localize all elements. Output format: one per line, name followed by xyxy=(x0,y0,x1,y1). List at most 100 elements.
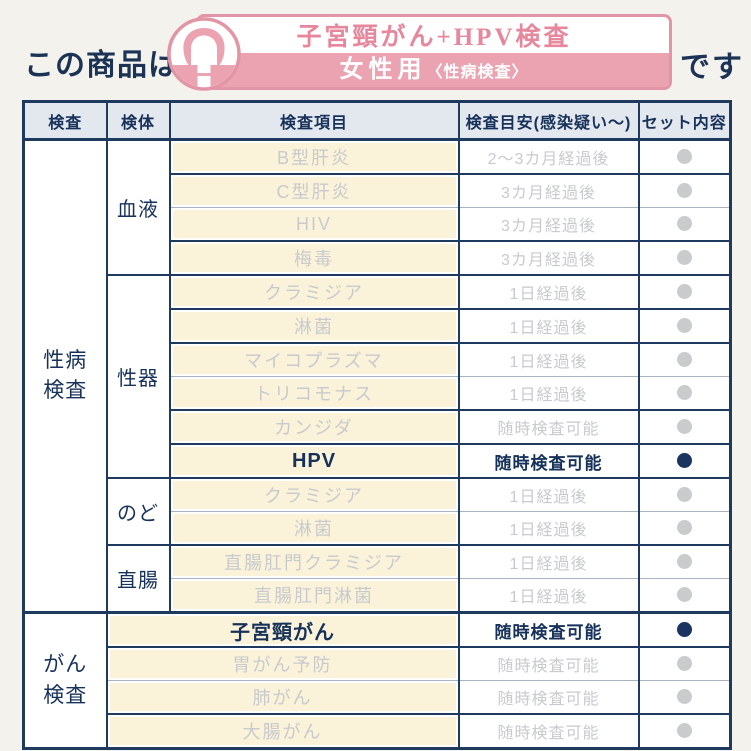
set-indicator-cell xyxy=(637,444,732,479)
timing-cell: 1日経過後 xyxy=(457,376,640,411)
timing-cell: 2〜3カ月経過後 xyxy=(457,139,640,175)
timing-cell: 1日経過後 xyxy=(457,309,640,344)
table-row: トリコモナス 1日経過後 xyxy=(24,376,732,411)
timing-cell: 随時検査可能 xyxy=(457,611,640,648)
item-highlight-band: C型肝炎 xyxy=(172,177,456,205)
col-header-timing: 検査目安(感染疑い〜) xyxy=(457,101,640,141)
item-highlight-band: 梅毒 xyxy=(172,244,456,272)
set-indicator-cell xyxy=(637,376,732,411)
test-item-cell: クラミジア xyxy=(168,275,460,310)
test-spec-table: 検査 検体 検査項目 検査目安(感染疑い〜) セット内容 性病 検査 血液 B型肝炎 2… xyxy=(22,100,732,750)
specimen-cell: のど xyxy=(105,478,171,546)
item-highlight-band: マイコプラズマ xyxy=(172,346,456,374)
timing-cell: 1日経過後 xyxy=(457,275,640,310)
set-indicator-cell xyxy=(637,714,732,750)
category-line: 検査 xyxy=(43,683,88,707)
item-highlight-band: カンジダ xyxy=(172,413,456,441)
badge-subtitle-sub: 〈性病検査〉 xyxy=(426,64,529,81)
item-highlight-band: クラミジア xyxy=(172,481,456,509)
timing-cell: 1日経過後 xyxy=(457,545,640,579)
excluded-dot xyxy=(676,149,692,165)
timing-cell: 1日経過後 xyxy=(457,343,640,377)
set-indicator-cell xyxy=(637,511,732,546)
set-indicator-cell xyxy=(637,309,732,344)
timing-cell: 随時検査可能 xyxy=(457,647,640,681)
test-item-cell: カンジダ xyxy=(168,410,460,445)
col-header-test: 検査 xyxy=(22,101,108,141)
set-indicator-cell xyxy=(637,647,732,681)
excluded-dot xyxy=(676,723,692,739)
item-highlight-band: 直腸肛門クラミジア xyxy=(172,548,456,576)
item-highlight-band: 胃がん予防 xyxy=(109,650,456,678)
product-badge: 子宮頸がん+HPV検査 女性用 〈性病検査〉 xyxy=(167,14,672,91)
excluded-dot xyxy=(676,318,692,334)
test-item-cell: HIV xyxy=(168,207,460,242)
timing-cell: 随時検査可能 xyxy=(457,714,640,750)
col-header-specimen: 検体 xyxy=(105,101,171,141)
excluded-dot xyxy=(676,554,692,570)
table-row: 大腸がん 随時検査可能 xyxy=(24,714,732,750)
category-line: がん xyxy=(43,653,88,677)
table-row: HIV 3カ月経過後 xyxy=(24,207,732,242)
test-table-body: 性病 検査 血液 B型肝炎 2〜3カ月経過後 C型肝炎 3カ月経過後 HIV 3カ月経過後 梅毒 3… xyxy=(22,139,732,750)
product-header: この商品は 子宮頸がん+HPV検査 女性用 〈性病検査〉 です xyxy=(0,0,751,100)
item-highlight-band: 淋菌 xyxy=(172,514,456,542)
badge-subtitle-main: 女性用 xyxy=(339,57,427,83)
category-line: 検査 xyxy=(43,379,88,402)
test-item-cell: 胃がん予防 xyxy=(105,647,460,681)
set-indicator-cell xyxy=(637,241,732,276)
item-highlight-band: 淋菌 xyxy=(172,312,456,340)
table-row: がん 検査 子宮頸がん 随時検査可能 xyxy=(22,611,732,750)
specimen-cell: 血液 xyxy=(105,139,171,276)
excluded-dot xyxy=(676,216,692,232)
header-suffix-text: です xyxy=(680,51,744,84)
header-prefix-text: この商品は xyxy=(24,49,179,82)
set-indicator-cell xyxy=(637,478,732,512)
timing-cell: 3カ月経過後 xyxy=(457,174,640,208)
table-row: マイコプラズマ 1日経過後 xyxy=(24,343,732,377)
timing-cell: 随時検査可能 xyxy=(457,444,640,479)
test-item-cell: 子宮頸がん xyxy=(105,611,460,648)
excluded-dot xyxy=(676,352,692,368)
timing-cell: 3カ月経過後 xyxy=(457,207,640,242)
item-highlight-band: 肺がん xyxy=(109,683,456,711)
set-indicator-cell xyxy=(637,680,732,715)
set-indicator-cell xyxy=(637,578,732,614)
test-item-cell: マイコプラズマ xyxy=(168,343,460,377)
test-item-cell: C型肝炎 xyxy=(168,174,460,208)
table-row: 性病 検査 血液 B型肝炎 2〜3カ月経過後 xyxy=(22,139,732,614)
excluded-dot xyxy=(676,419,692,435)
item-highlight-band: 大腸がん xyxy=(109,717,456,745)
set-indicator-cell xyxy=(637,410,732,445)
timing-cell: 1日経過後 xyxy=(457,478,640,512)
set-indicator-cell xyxy=(637,343,732,377)
table-row: 直腸肛門淋菌 1日経過後 xyxy=(24,578,732,614)
table-header-row: 検査 検体 検査項目 検査目安(感染疑い〜) セット内容 xyxy=(22,101,732,141)
table-row: 淋菌 1日経過後 xyxy=(24,511,732,546)
excluded-dot xyxy=(676,385,692,401)
set-indicator-cell xyxy=(637,611,732,648)
excluded-dot xyxy=(676,520,692,536)
item-highlight-band: クラミジア xyxy=(172,278,456,306)
table-row: カンジダ 随時検査可能 xyxy=(24,410,732,445)
timing-cell: 3カ月経過後 xyxy=(457,241,640,276)
col-header-set: セット内容 xyxy=(637,101,732,141)
test-item-cell: 直腸肛門淋菌 xyxy=(168,578,460,614)
woman-avatar-icon xyxy=(167,17,241,91)
specimen-cell: 直腸 xyxy=(105,545,171,614)
excluded-dot xyxy=(676,487,692,503)
test-item-cell: 淋菌 xyxy=(168,511,460,546)
set-indicator-cell xyxy=(637,174,732,208)
category-cell: 性病 検査 xyxy=(22,139,108,614)
test-item-cell: 直腸肛門クラミジア xyxy=(168,545,460,579)
excluded-dot xyxy=(676,689,692,705)
item-highlight-band: トリコモナス xyxy=(172,379,456,407)
table-row: 胃がん予防 随時検査可能 xyxy=(24,647,732,681)
timing-cell: 随時検査可能 xyxy=(457,680,640,715)
test-item-cell: 梅毒 xyxy=(168,241,460,276)
item-highlight-band: B型肝炎 xyxy=(172,143,456,171)
timing-cell: 1日経過後 xyxy=(457,578,640,614)
excluded-dot xyxy=(676,587,692,603)
included-dot xyxy=(676,453,692,469)
category-line: 性病 xyxy=(43,348,88,372)
